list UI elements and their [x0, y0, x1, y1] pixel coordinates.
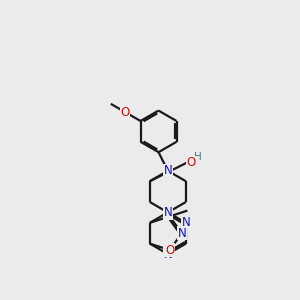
Text: N: N — [164, 248, 172, 260]
Text: H: H — [194, 152, 201, 162]
Text: N: N — [178, 227, 186, 240]
Text: N: N — [164, 164, 172, 177]
Text: O: O — [187, 156, 196, 169]
Text: N: N — [182, 216, 190, 229]
Text: N: N — [164, 206, 172, 219]
Text: O: O — [165, 244, 174, 256]
Text: O: O — [121, 106, 130, 118]
